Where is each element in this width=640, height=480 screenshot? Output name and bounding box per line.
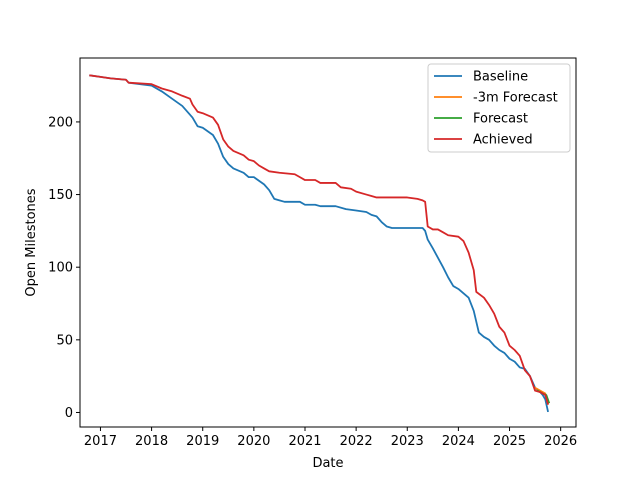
legend-label-0: Baseline — [473, 70, 528, 85]
y-axis-label: Open Milestones — [24, 188, 39, 296]
x-axis-label: Date — [312, 456, 343, 471]
y-tick-label: 200 — [48, 115, 73, 130]
legend-label-1: -3m Forecast — [473, 91, 558, 106]
x-tick-label: 2024 — [442, 434, 475, 449]
series-line-0 — [89, 74, 549, 413]
y-axis-ticks: 0 50 100 150 200 — [48, 115, 80, 421]
x-tick-label: 2020 — [237, 434, 270, 449]
legend: Baseline -3m Forecast Forecast Achieved — [427, 63, 571, 153]
axes-frame — [79, 57, 577, 428]
series-line-3 — [89, 74, 549, 405]
x-tick-label: 2018 — [135, 434, 168, 449]
x-tick-label: 2021 — [288, 434, 321, 449]
legend-label-3: Achieved — [473, 133, 533, 148]
legend-box — [427, 63, 571, 153]
y-tick-label: 150 — [48, 188, 73, 203]
series-layer — [89, 74, 551, 413]
x-tick-label: 2022 — [340, 434, 373, 449]
x-tick-label: 2026 — [544, 434, 577, 449]
x-tick-label: 2019 — [186, 434, 219, 449]
y-tick-label: 100 — [48, 261, 73, 276]
legend-label-2: Forecast — [473, 112, 528, 127]
x-tick-label: 2017 — [84, 434, 117, 449]
y-tick-label: 50 — [56, 333, 73, 348]
x-axis-ticks: 2017 2018 2019 2020 2021 2022 2023 2024 2025 2026 — [84, 427, 577, 449]
y-tick-label: 0 — [65, 406, 73, 421]
x-tick-label: 2023 — [391, 434, 424, 449]
x-tick-label: 2025 — [493, 434, 526, 449]
